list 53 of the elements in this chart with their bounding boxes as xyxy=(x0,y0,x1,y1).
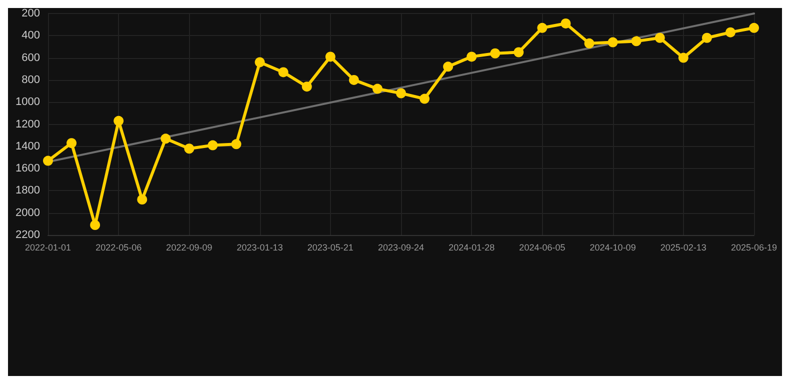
point xyxy=(90,220,100,230)
point xyxy=(490,48,500,58)
y-tick-label: 400 xyxy=(22,30,40,42)
point xyxy=(749,22,759,33)
point xyxy=(160,134,171,144)
point xyxy=(254,57,265,68)
y-tick-label: 1200 xyxy=(16,118,40,130)
x-tick-label: 2025-02-13 xyxy=(660,242,706,252)
point xyxy=(278,67,288,78)
point xyxy=(443,62,454,72)
point xyxy=(208,140,218,150)
x-tick-label: 2024-06-05 xyxy=(519,242,566,252)
point xyxy=(537,22,548,33)
y-tick-label: 200 xyxy=(22,8,40,20)
y-tick-label: 1000 xyxy=(16,96,40,108)
x-tick-label: 2023-09-24 xyxy=(378,242,424,252)
point xyxy=(654,32,665,43)
y-tick-label: 1600 xyxy=(16,162,40,175)
point xyxy=(631,36,642,46)
point xyxy=(608,37,618,48)
point xyxy=(231,139,242,150)
y-tick-label: 800 xyxy=(22,74,40,86)
point xyxy=(396,88,406,98)
point xyxy=(560,18,571,28)
point xyxy=(43,156,53,166)
x-tick-label: 2025-06-19 xyxy=(730,242,778,252)
point xyxy=(466,52,477,62)
point xyxy=(584,38,594,48)
point xyxy=(184,144,194,154)
point xyxy=(420,94,430,104)
point xyxy=(372,84,382,94)
x-tick-label: 2022-05-06 xyxy=(96,242,142,252)
point xyxy=(325,52,336,62)
x-tick-label: 2022-09-09 xyxy=(166,242,212,252)
point xyxy=(678,52,688,63)
x-tick-label: 2024-01-28 xyxy=(448,242,495,252)
y-tick-label: 1400 xyxy=(16,140,40,152)
point xyxy=(114,116,124,126)
point xyxy=(702,32,712,43)
x-tick-label: 2023-05-21 xyxy=(307,242,354,252)
point xyxy=(514,47,524,58)
point xyxy=(302,82,312,92)
y-tick-label: 2000 xyxy=(16,206,40,219)
point xyxy=(348,74,359,85)
point xyxy=(725,27,736,38)
x-tick-label: 2024-10-09 xyxy=(590,242,636,252)
x-tick-label: 2022-01-01 xyxy=(24,242,72,252)
point xyxy=(66,138,77,148)
y-tick-label: 1800 xyxy=(16,184,40,197)
y-tick-label: 600 xyxy=(22,52,40,64)
y-tick-label: 2200 xyxy=(16,229,40,241)
point xyxy=(137,194,148,205)
x-tick-label: 2023-01-13 xyxy=(236,242,283,252)
